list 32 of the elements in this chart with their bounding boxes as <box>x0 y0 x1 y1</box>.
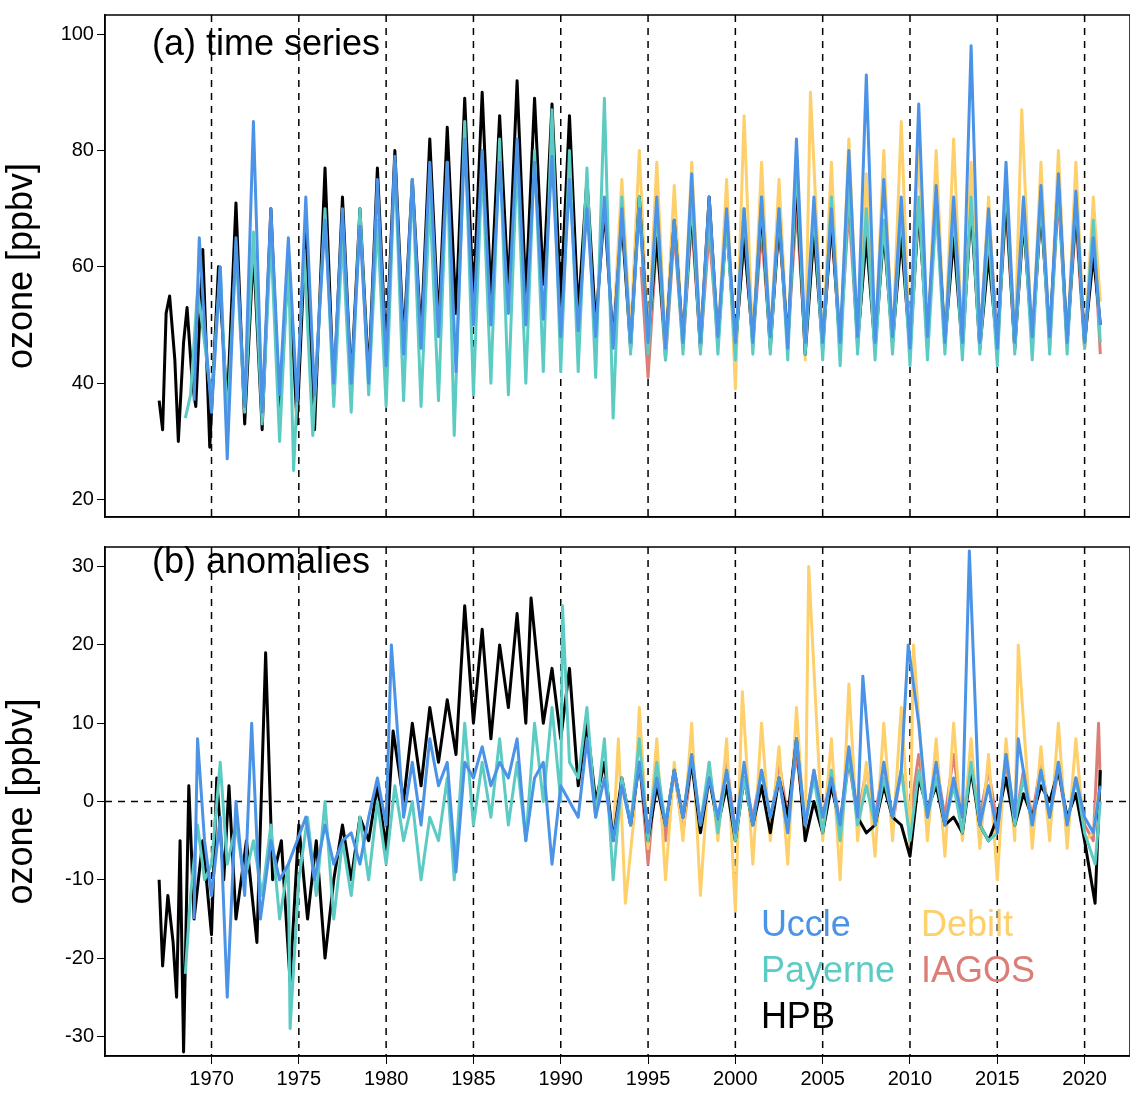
text: Uccle <box>760 902 852 946</box>
y-tick-label: 0 <box>82 789 94 812</box>
x-tick-label: 1985 <box>451 1066 496 1089</box>
series-label: Debilt <box>920 902 1014 946</box>
y-axis-title: ozone [ppbv] <box>0 162 40 370</box>
x-tick-label: 2015 <box>975 1066 1020 1089</box>
y-tick-label: 40 <box>71 370 94 393</box>
chart-title: (a) time series <box>152 22 381 64</box>
y-axis-title: ozone [ppbv] <box>0 698 40 905</box>
text: Payerne <box>760 948 895 992</box>
y-tick-label: 10 <box>71 710 94 733</box>
y-tick-label: 20 <box>71 632 94 655</box>
x-tick-label: 2020 <box>1062 1066 1107 1089</box>
text: IAGOS <box>920 948 1035 992</box>
y-tick-label: -10 <box>65 867 94 890</box>
y-tick-label: 30 <box>71 554 94 577</box>
chart-title: (b) anomalies <box>152 540 371 582</box>
y-tick-label: 60 <box>71 254 94 277</box>
y-tick-label: -30 <box>65 1023 94 1046</box>
x-tick-label: 2005 <box>800 1066 845 1089</box>
y-tick-label: 80 <box>71 138 94 161</box>
x-tick-label: 1995 <box>625 1066 671 1089</box>
x-tick-label: 2000 <box>713 1066 758 1089</box>
y-tick-label: 100 <box>60 21 94 44</box>
x-tick-label: 1975 <box>276 1066 322 1089</box>
x-tick-label: 1970 <box>189 1066 234 1089</box>
text: HPB <box>760 994 836 1038</box>
x-tick-label: 1990 <box>538 1066 583 1089</box>
y-tick-label: 20 <box>71 487 94 510</box>
x-tick-label: 2010 <box>887 1066 933 1089</box>
x-tick-label: 1980 <box>363 1066 409 1089</box>
y-tick-label: -20 <box>65 945 94 968</box>
